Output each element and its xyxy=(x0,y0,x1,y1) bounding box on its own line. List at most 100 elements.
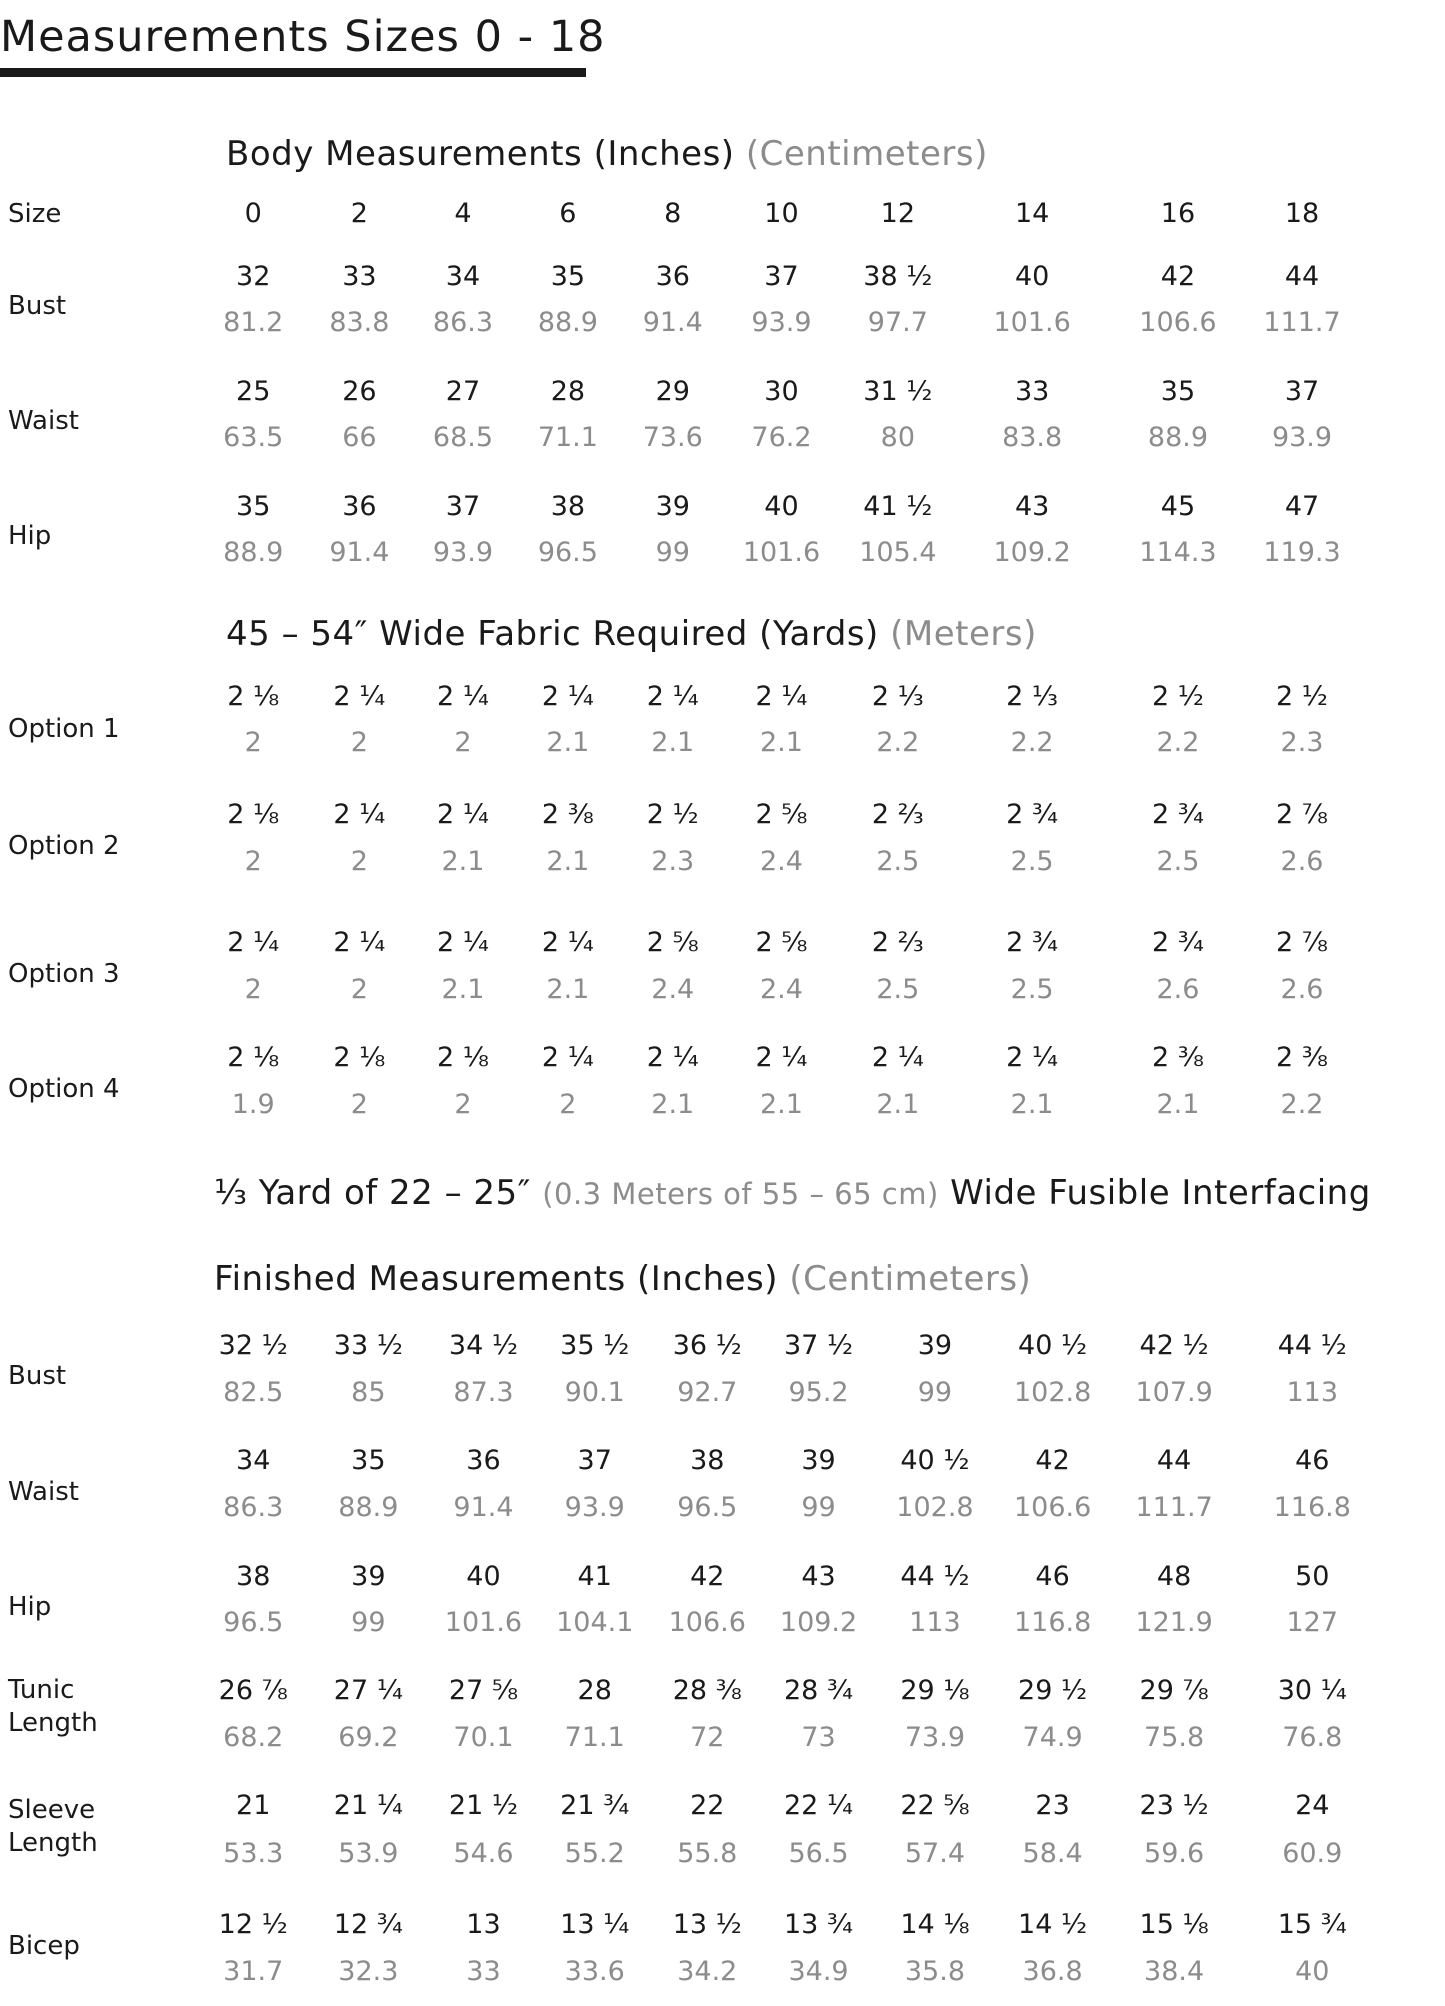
metric-cell: 80 xyxy=(880,421,916,453)
imperial-cell: 13 xyxy=(466,1909,501,1941)
metric-cell: 106.6 xyxy=(668,1607,746,1639)
metric-cell: 71.1 xyxy=(537,421,598,453)
imperial-cell: 34 ½ xyxy=(448,1329,519,1361)
imperial-cell: 26 ⅞ xyxy=(218,1675,288,1707)
metric-cell: 113 xyxy=(1286,1377,1339,1409)
metric-cell: 97.7 xyxy=(867,306,928,338)
imperial-cell: 43 xyxy=(801,1561,836,1593)
imperial-cell: 2 ¼ xyxy=(437,926,489,958)
metric-cell: 91.4 xyxy=(329,536,390,568)
metric-cell: 59.6 xyxy=(1144,1837,1205,1869)
metric-cell: 1.9 xyxy=(231,1089,275,1121)
metric-cell: 102.8 xyxy=(1013,1377,1092,1409)
header-metric: (Centimeters) xyxy=(789,1259,1032,1299)
row-label: Waist xyxy=(8,406,79,437)
metric-cell: 68.2 xyxy=(223,1722,284,1754)
imperial-cell: 2 ¾ xyxy=(1006,799,1059,830)
metric-cell: 2 xyxy=(350,846,368,878)
metric-cell: 2 xyxy=(244,846,262,878)
metric-cell: 53.3 xyxy=(223,1837,284,1869)
metric-cell: 34.9 xyxy=(788,1956,849,1988)
row-label: Option 1 xyxy=(8,714,120,745)
imperial-cell: 29 xyxy=(655,375,690,407)
imperial-cell: 46 xyxy=(1295,1444,1330,1476)
imperial-cell: 41 xyxy=(577,1561,612,1593)
imperial-cell: 29 ½ xyxy=(1018,1675,1088,1707)
imperial-cell: 41 ½ xyxy=(863,490,933,522)
size-header-cell: 0 xyxy=(244,197,262,229)
metric-cell: 93.9 xyxy=(751,306,812,338)
imperial-cell: 33 xyxy=(1014,375,1050,407)
body-measurements-header: Body Measurements (Inches) (Centimeters) xyxy=(226,134,988,174)
imperial-cell: 2 ¾ xyxy=(1006,926,1059,958)
interfacing-part1: ⅓ Yard of 22 – 25″ xyxy=(214,1173,531,1213)
header-text: Body Measurements (Inches) xyxy=(226,134,735,174)
metric-cell: 2 xyxy=(454,727,472,759)
metric-cell: 2.1 xyxy=(441,974,485,1006)
metric-cell: 2 xyxy=(350,974,368,1006)
imperial-cell: 33 ½ xyxy=(333,1329,403,1361)
metric-cell: 81.2 xyxy=(223,306,284,338)
imperial-cell: 32 xyxy=(236,260,271,292)
size-header-cell: 16 xyxy=(1160,197,1196,229)
metric-cell: 32.3 xyxy=(338,1956,399,1988)
metric-cell: 93.9 xyxy=(432,536,494,568)
metric-cell: 109.2 xyxy=(779,1607,858,1639)
metric-cell: 93.9 xyxy=(564,1492,625,1524)
size-header-cell: 12 xyxy=(880,197,916,229)
metric-cell: 127 xyxy=(1286,1607,1339,1639)
imperial-cell: 2 ½ xyxy=(1151,681,1204,713)
imperial-cell: 35 xyxy=(1160,375,1196,407)
row-label: Hip xyxy=(8,1591,52,1622)
title-underline xyxy=(0,68,586,77)
metric-cell: 2.1 xyxy=(759,727,803,759)
metric-cell: 92.7 xyxy=(677,1377,738,1409)
imperial-cell: 2 ½ xyxy=(646,799,699,830)
metric-cell: 99 xyxy=(801,1492,836,1524)
header-text: 45 – 54″ Wide Fabric Required (Yards) xyxy=(226,614,879,654)
metric-cell: 38.4 xyxy=(1144,1956,1205,1988)
imperial-cell: 29 ⅛ xyxy=(900,1675,970,1707)
metric-cell: 2 xyxy=(454,1089,472,1121)
imperial-cell: 27 ¼ xyxy=(333,1675,403,1707)
imperial-cell: 2 ¼ xyxy=(755,681,808,713)
metric-cell: 60.9 xyxy=(1282,1837,1343,1869)
metric-cell: 88.9 xyxy=(338,1492,399,1524)
interfacing-part3: Wide Fusible Interfacing xyxy=(950,1173,1371,1213)
imperial-cell: 42 xyxy=(690,1561,725,1593)
row-label: Hip xyxy=(8,521,52,552)
metric-cell: 2.1 xyxy=(1010,1089,1054,1121)
imperial-cell: 21 ¾ xyxy=(560,1790,630,1822)
metric-cell: 2.3 xyxy=(651,846,695,878)
metric-cell: 113 xyxy=(909,1607,961,1639)
metric-cell: 99 xyxy=(917,1377,953,1409)
imperial-cell: 35 xyxy=(550,260,586,292)
metric-cell: 91.4 xyxy=(642,306,703,338)
imperial-cell: 25 xyxy=(236,375,271,407)
imperial-cell: 33 xyxy=(342,260,377,292)
metric-cell: 2.5 xyxy=(876,974,920,1006)
metric-cell: 95.2 xyxy=(788,1377,849,1409)
metric-cell: 2 xyxy=(350,727,368,759)
size-header-cell: 10 xyxy=(764,197,799,229)
imperial-cell: 2 ¼ xyxy=(333,799,386,830)
imperial-cell: 2 ⅝ xyxy=(755,926,808,958)
metric-cell: 31.7 xyxy=(223,1956,284,1988)
metric-cell: 2.1 xyxy=(1156,1089,1200,1121)
metric-cell: 86.3 xyxy=(432,306,494,338)
metric-cell: 111.7 xyxy=(1135,1492,1213,1524)
metric-cell: 2.6 xyxy=(1280,974,1324,1006)
imperial-cell: 28 xyxy=(577,1675,612,1707)
metric-cell: 101.6 xyxy=(742,536,821,568)
imperial-cell: 31 ½ xyxy=(863,375,933,407)
metric-cell: 2.3 xyxy=(1280,727,1324,759)
imperial-cell: 37 xyxy=(445,490,481,522)
metric-cell: 72 xyxy=(690,1722,725,1754)
imperial-cell: 2 ¾ xyxy=(1151,926,1204,958)
imperial-cell: 2 ⅞ xyxy=(1276,926,1328,958)
interfacing-part2: (0.3 Meters of 55 – 65 cm) xyxy=(542,1177,939,1211)
imperial-cell: 2 ¼ xyxy=(227,926,280,958)
metric-cell: 75.8 xyxy=(1144,1722,1205,1754)
imperial-cell: 40 xyxy=(466,1561,501,1593)
imperial-cell: 2 ⅝ xyxy=(755,799,808,830)
